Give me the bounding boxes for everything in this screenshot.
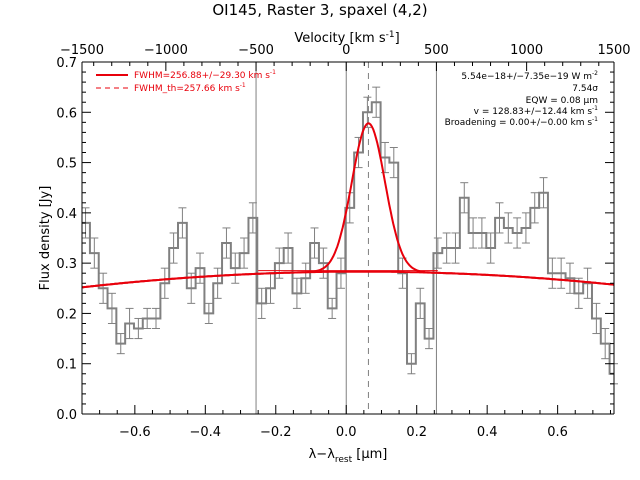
- top-tick-label: 1000: [510, 43, 543, 58]
- y-tick-label: 0.1: [56, 358, 77, 373]
- chart-title: OI145, Raster 3, spaxel (4,2): [212, 1, 427, 19]
- y-tick-label: 0.7: [56, 56, 77, 71]
- legend: FWHM=256.88+/−29.30 km s-1 FWHM_th=257.6…: [96, 69, 276, 94]
- y-tick-label: 0.2: [56, 307, 77, 322]
- axes-frame: [81, 61, 615, 415]
- legend-label-fwhm: FWHM=256.88+/−29.30 km s-1: [134, 69, 276, 81]
- x-tick-label: −0.2: [260, 425, 292, 440]
- annotation-significance: 7.54σ: [572, 84, 598, 94]
- y-tick-label: 0.3: [56, 257, 77, 272]
- x-tick-label: 0.4: [477, 425, 498, 440]
- top-tick-label: 1500: [597, 43, 630, 58]
- model-fit-series: [81, 122, 615, 289]
- x-tick-label: −0.4: [190, 425, 222, 440]
- y-axis-label: Flux density [Jy]: [38, 186, 53, 291]
- y-tick-label: 0.5: [56, 157, 77, 172]
- top-axis-label: Velocity [km s-1]: [294, 30, 399, 46]
- x-axis-ticks: −0.6 −0.4 −0.2 0.0 0.2 0.4 0.6: [81, 405, 611, 440]
- top-tick-label: −1000: [144, 43, 188, 58]
- x-axis-label: λ−λrest [μm]: [309, 447, 388, 465]
- fit-annotations: 5.54e−18+/−7.35e−19 W m-2 7.54σ EQW = 0.…: [445, 70, 599, 128]
- x-tick-label: 0.0: [336, 425, 357, 440]
- x-tick-label: −0.6: [119, 425, 151, 440]
- gaussian-fit-curve: [81, 122, 615, 289]
- annotation-eqw: EQW = 0.08 μm: [526, 96, 598, 106]
- top-tick-label: 500: [424, 43, 449, 58]
- spectrum-histogram: [82, 101, 614, 375]
- top-tick-label: −500: [238, 43, 274, 58]
- annotation-flux: 5.54e−18+/−7.35e−19 W m-2: [461, 70, 598, 82]
- spectrum-series: [81, 86, 618, 385]
- annotation-broadening: Broadening = 0.00+/−0.00 km s-1: [445, 116, 599, 128]
- legend-label-fwhm-th: FWHM_th=257.66 km s-1: [134, 82, 246, 94]
- annotation-velocity: v = 128.83+/−12.44 km s-1: [474, 105, 599, 117]
- y-tick-label: 0.0: [56, 408, 77, 423]
- x-tick-label: 0.6: [547, 425, 568, 440]
- top-tick-label: −1500: [60, 43, 104, 58]
- y-tick-label: 0.4: [56, 207, 77, 222]
- x-tick-label: 0.2: [406, 425, 427, 440]
- y-axis-ticks: 0.0 0.1 0.2 0.3 0.4 0.5 0.6 0.7: [56, 56, 614, 423]
- top-axis-ticks: −1500 −1000 −500 0 500 1000 1500: [60, 43, 631, 71]
- top-tick-label: 0: [342, 43, 350, 58]
- y-tick-label: 0.6: [56, 106, 77, 121]
